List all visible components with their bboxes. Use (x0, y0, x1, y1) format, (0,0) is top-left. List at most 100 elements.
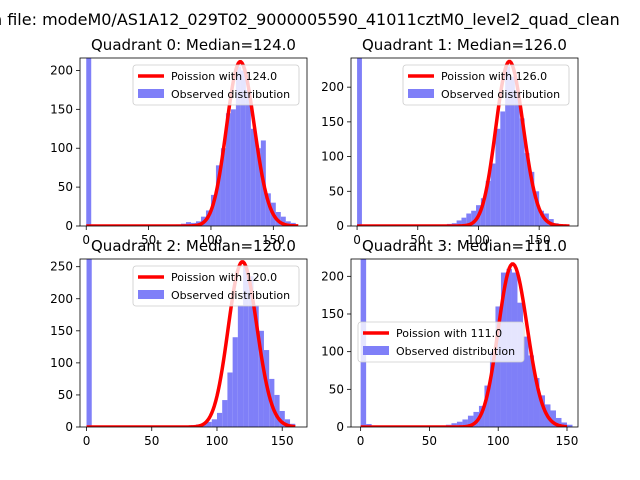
observed-bars (86, 58, 296, 226)
histogram-bar (237, 305, 244, 427)
histogram-bar (467, 415, 474, 427)
x-tick-label: 150 (528, 233, 551, 247)
y-tick-label: 100 (321, 150, 344, 164)
histogram-bar (555, 417, 562, 427)
legend-poisson-label: Poission with 126.0 (441, 70, 547, 83)
figure-suptitle: n file: modeM0/AS1A12_029T02_9000005590_… (0, 10, 620, 30)
histogram-bar (211, 419, 217, 427)
histogram-bar (462, 419, 468, 427)
x-tick-label: 150 (556, 434, 579, 448)
y-tick-label: 200 (321, 269, 344, 283)
x-tick-label: 50 (410, 233, 425, 247)
y-tick-label: 50 (58, 388, 73, 402)
histogram-bar (206, 421, 212, 427)
histogram-bar (539, 395, 545, 427)
histogram-bar (522, 336, 529, 427)
legend-bar-swatch (138, 290, 164, 299)
histogram-bar (235, 66, 241, 226)
x-tick-label: 100 (200, 233, 223, 247)
y-tick-label: 100 (321, 345, 344, 359)
histogram-bar (240, 70, 246, 226)
histogram-bar (495, 306, 501, 427)
histogram-bar (456, 220, 462, 226)
legend-observed-label: Observed distribution (396, 345, 515, 358)
y-tick-label: 0 (336, 219, 344, 233)
histogram-bar (86, 58, 92, 226)
axes-frame (350, 258, 579, 428)
observed-bars (357, 58, 559, 226)
histogram-bar (232, 337, 238, 427)
histogram-bar (220, 148, 226, 226)
histogram-bar (284, 419, 291, 427)
histogram-bar (357, 58, 362, 226)
histogram-bar (186, 222, 192, 226)
x-tick-label: 150 (271, 434, 294, 448)
histogram-bar (215, 165, 221, 226)
quadrant-2-panel: Quadrant 2: Median=120.0 0 50 100 150 0 50 100 1… (50, 237, 308, 448)
legend-observed-label: Observed distribution (171, 88, 290, 101)
y-tick-label: 50 (58, 180, 73, 194)
histogram-bar (480, 198, 486, 226)
quadrant-0-title: Quadrant 0: Median=124.0 (91, 36, 296, 54)
legend-frame (132, 64, 300, 106)
legend-frame (132, 265, 300, 307)
legend: Poission with 120.0 Observed distribution (132, 265, 300, 307)
x-tick-label: 0 (353, 233, 361, 247)
legend-frame (357, 321, 525, 363)
histogram-bar (210, 194, 216, 226)
histogram-bar (519, 118, 525, 226)
legend-poisson-label: Poission with 120.0 (171, 271, 277, 284)
histogram-bar (490, 163, 496, 226)
histogram-bar (274, 394, 280, 427)
y-tick-label: 200 (321, 80, 344, 94)
histogram-bar (243, 266, 249, 427)
quadrant-0-panel: Quadrant 0: Median=124.0 0 50 100 150 0 50 100 1… (50, 36, 308, 247)
y-tick-label: 0 (336, 420, 344, 434)
y-tick-label: 200 (50, 292, 73, 306)
histogram-bar (534, 191, 540, 226)
histogram-bar (265, 193, 271, 226)
legend: Poission with 124.0 Observed distribution (132, 64, 300, 106)
histogram-bar (529, 171, 535, 226)
legend-observed-label: Observed distribution (441, 88, 560, 101)
y-tick-label: 150 (50, 324, 73, 338)
histogram-bar (550, 410, 556, 427)
histogram-bar (245, 89, 251, 226)
y-tick-label: 100 (50, 141, 73, 155)
y-tick-label: 0 (65, 420, 73, 434)
y-tick-label: 150 (321, 307, 344, 321)
axes-frame (350, 57, 579, 227)
quadrant-1-title: Quadrant 1: Median=126.0 (362, 36, 567, 54)
histogram-bar (279, 410, 285, 427)
x-tick-label: 50 (422, 434, 437, 448)
histogram-bar (539, 210, 545, 226)
histogram-bar (227, 372, 233, 427)
histogram-bar (253, 305, 259, 427)
histogram-bar (258, 330, 264, 427)
histogram-bar (505, 66, 511, 226)
legend-observed-label: Observed distribution (171, 289, 290, 302)
histogram-bar (466, 213, 472, 226)
histogram-bar (250, 128, 256, 226)
panels: Quadrant 0: Median=124.0 0 50 100 150 0 50 100 1… (50, 36, 578, 448)
y-tick-label: 150 (321, 115, 344, 129)
x-tick-label: 50 (141, 233, 156, 247)
histogram-bar (225, 113, 231, 226)
y-tick-label: 250 (50, 260, 73, 274)
y-tick-label: 50 (329, 382, 344, 396)
histogram-bar (280, 216, 286, 226)
legend-bar-swatch (138, 89, 164, 98)
x-tick-label: 100 (467, 233, 490, 247)
x-tick-label: 150 (262, 233, 285, 247)
histogram-bar (222, 400, 228, 427)
y-tick-label: 150 (50, 102, 73, 116)
x-tick-label: 0 (83, 434, 91, 448)
y-tick-label: 100 (50, 356, 73, 370)
x-tick-label: 100 (487, 434, 510, 448)
histogram-bar (533, 378, 540, 427)
histogram-bar (500, 111, 506, 226)
histogram-bar (528, 355, 534, 427)
histogram-bar (255, 148, 261, 226)
x-tick-label: 0 (82, 233, 90, 247)
